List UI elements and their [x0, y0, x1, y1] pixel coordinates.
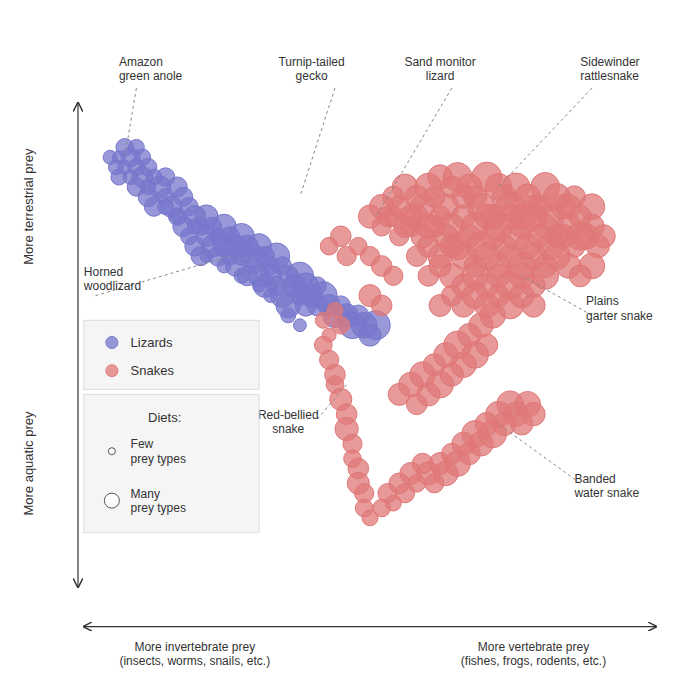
svg-text:Snakes: Snakes	[131, 363, 175, 378]
svg-text:Fewprey types: Fewprey types	[131, 437, 186, 465]
svg-text:Sidewinderrattlesnake: Sidewinderrattlesnake	[580, 55, 639, 83]
svg-text:Hornedwoodlizard: Hornedwoodlizard	[83, 265, 141, 293]
svg-text:Red-belliedsnake: Red-belliedsnake	[258, 408, 319, 436]
svg-text:Plainsgarter snake: Plainsgarter snake	[586, 294, 653, 322]
svg-text:Lizards: Lizards	[131, 335, 173, 350]
svg-text:More vertebrate prey(fishes, f: More vertebrate prey(fishes, frogs, rode…	[461, 640, 606, 668]
svg-text:Turnip-tailedgecko: Turnip-tailedgecko	[278, 55, 344, 83]
svg-text:Bandedwater snake: Bandedwater snake	[573, 472, 639, 500]
svg-text:Amazongreen anole: Amazongreen anole	[119, 55, 183, 83]
svg-text:Sand monitorlizard: Sand monitorlizard	[404, 55, 475, 83]
svg-text:More terrestrial prey: More terrestrial prey	[21, 148, 36, 265]
svg-text:Manyprey types: Manyprey types	[131, 487, 186, 515]
svg-text:Diets:: Diets:	[148, 410, 181, 425]
svg-text:More invertebrate prey(insects: More invertebrate prey(insects, worms, s…	[119, 640, 270, 668]
svg-text:More aquatic prey: More aquatic prey	[21, 411, 36, 516]
